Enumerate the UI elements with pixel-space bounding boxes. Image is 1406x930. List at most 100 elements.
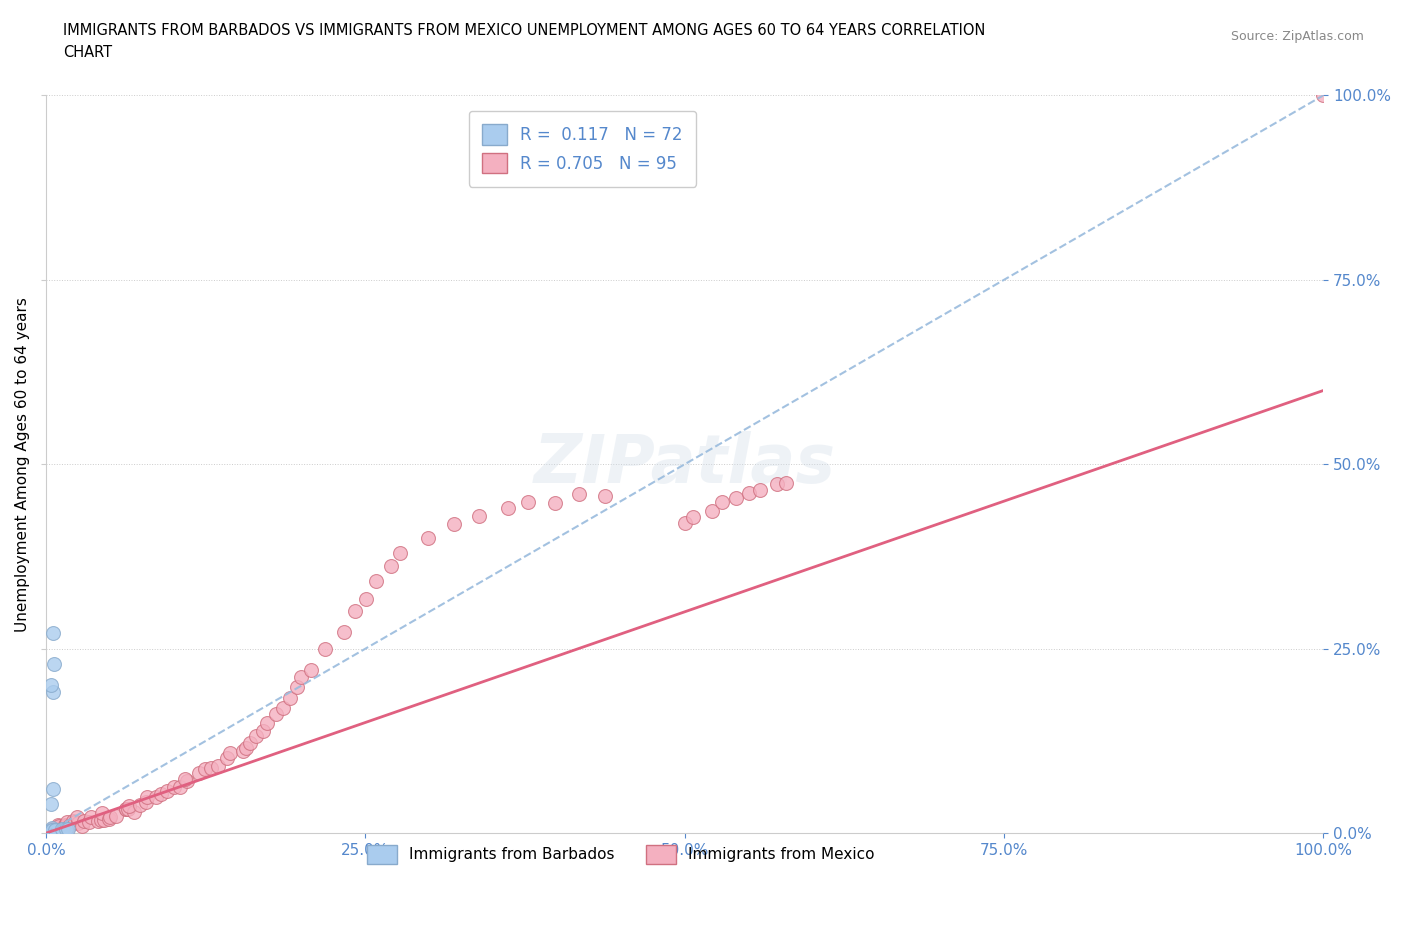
Point — [41, 821, 63, 836]
Point — [156, 784, 179, 799]
Point — [41, 826, 63, 841]
Point — [673, 515, 696, 530]
Point — [389, 546, 412, 561]
Text: ZIPatlas: ZIPatlas — [534, 432, 835, 498]
Point — [44, 825, 66, 840]
Point — [343, 604, 366, 618]
Point — [187, 765, 209, 780]
Point — [42, 821, 65, 836]
Point — [77, 815, 100, 830]
Point — [775, 476, 797, 491]
Point — [232, 744, 254, 759]
Point — [682, 509, 704, 524]
Point — [44, 657, 66, 671]
Point — [42, 826, 65, 841]
Point — [41, 826, 63, 841]
Point — [44, 826, 66, 841]
Point — [41, 821, 63, 836]
Point — [245, 729, 267, 744]
Point — [42, 826, 65, 841]
Point — [39, 825, 62, 840]
Point — [48, 817, 70, 832]
Point — [48, 819, 70, 834]
Point — [41, 826, 63, 841]
Point — [42, 825, 65, 840]
Point — [366, 574, 388, 589]
Point — [41, 826, 63, 841]
Point — [42, 822, 65, 837]
Point — [80, 809, 103, 824]
Y-axis label: Unemployment Among Ages 60 to 64 years: Unemployment Among Ages 60 to 64 years — [15, 297, 30, 631]
Point — [443, 517, 465, 532]
Point — [496, 500, 519, 515]
Point — [468, 509, 491, 524]
Point — [93, 813, 115, 828]
Point — [38, 825, 60, 840]
Point — [333, 625, 356, 640]
Point — [252, 724, 274, 738]
Point — [41, 825, 63, 840]
Point — [176, 774, 198, 789]
Point — [207, 759, 229, 774]
Point — [42, 826, 65, 841]
Point — [46, 823, 69, 838]
Point — [44, 826, 66, 841]
Point — [42, 821, 65, 836]
Point — [416, 531, 439, 546]
Point — [256, 716, 278, 731]
Point — [568, 487, 591, 502]
Point — [544, 496, 567, 511]
Point — [41, 826, 63, 841]
Point — [41, 797, 63, 812]
Point — [271, 700, 294, 715]
Point — [44, 824, 66, 839]
Point — [45, 822, 67, 837]
Point — [285, 679, 308, 694]
Point — [218, 746, 240, 761]
Point — [73, 814, 96, 829]
Point — [42, 826, 65, 841]
Point — [41, 823, 63, 838]
Point — [239, 736, 262, 751]
Point — [41, 826, 63, 841]
Point — [39, 826, 62, 841]
Point — [593, 488, 616, 503]
Point — [42, 625, 65, 640]
Point — [354, 591, 377, 606]
Point — [67, 816, 90, 830]
Point — [173, 772, 195, 787]
Point — [53, 817, 76, 832]
Point — [41, 821, 63, 836]
Point — [39, 826, 62, 841]
Point — [39, 825, 62, 840]
Point — [63, 815, 86, 830]
Point — [39, 678, 62, 693]
Point — [163, 779, 186, 794]
Point — [38, 824, 60, 839]
Point — [42, 826, 65, 841]
Point — [70, 819, 93, 834]
Point — [39, 825, 62, 840]
Point — [44, 826, 66, 841]
Point — [42, 826, 65, 841]
Point — [62, 814, 84, 829]
Point — [37, 824, 59, 839]
Point — [749, 483, 772, 498]
Text: Source: ZipAtlas.com: Source: ZipAtlas.com — [1230, 30, 1364, 43]
Point — [115, 802, 138, 817]
Point — [299, 663, 322, 678]
Point — [39, 826, 62, 841]
Point — [41, 826, 63, 841]
Point — [235, 740, 257, 755]
Point — [66, 809, 89, 824]
Point — [290, 670, 312, 684]
Point — [215, 751, 238, 765]
Point — [44, 823, 66, 838]
Point — [48, 818, 70, 833]
Point — [39, 826, 62, 841]
Point — [41, 822, 63, 837]
Point — [278, 691, 301, 706]
Point — [90, 805, 112, 820]
Point — [41, 826, 63, 841]
Point — [44, 824, 66, 839]
